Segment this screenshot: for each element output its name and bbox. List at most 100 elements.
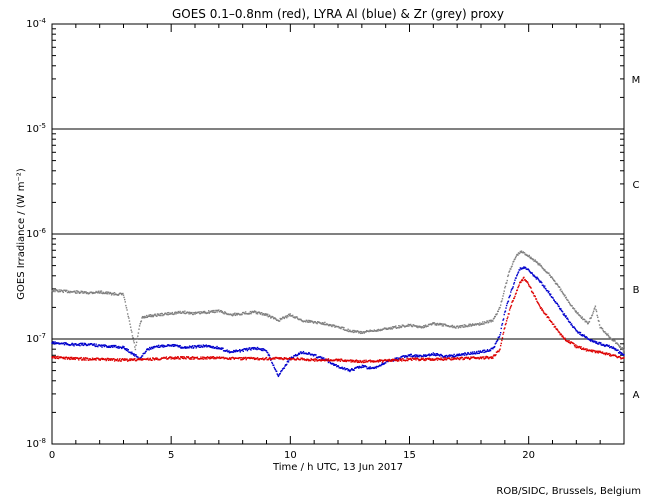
data-point: [384, 362, 387, 364]
data-point: [83, 290, 85, 293]
data-point: [356, 361, 359, 364]
data-point: [504, 310, 507, 312]
data-point: [175, 356, 178, 359]
data-point: [123, 359, 125, 362]
data-point: [402, 358, 404, 360]
data-point: [156, 357, 158, 359]
data-point: [188, 347, 190, 349]
data-point: [479, 322, 481, 324]
data-point: [495, 354, 497, 356]
data-point: [353, 331, 356, 333]
data-point: [379, 329, 382, 332]
data-point: [259, 312, 261, 315]
data-point: [323, 323, 325, 326]
data-point: [188, 313, 190, 315]
data-point: [215, 347, 218, 350]
data-point: [160, 314, 162, 317]
data-point: [183, 356, 185, 358]
data-point: [621, 353, 623, 355]
data-point: [256, 357, 259, 359]
data-point: [417, 326, 419, 329]
y-axis: 10-810-710-610-510-4: [26, 17, 624, 450]
data-point: [277, 374, 279, 376]
data-point: [591, 351, 594, 353]
data-point: [358, 365, 361, 368]
data-point: [271, 362, 274, 365]
data-point: [306, 319, 308, 322]
data-point: [234, 314, 237, 317]
data-point: [526, 281, 529, 283]
data-point: [448, 354, 451, 356]
data-point: [601, 328, 604, 330]
data-point: [415, 355, 418, 357]
data-point: [502, 295, 504, 297]
data-point: [265, 350, 268, 352]
data-point: [321, 322, 324, 324]
data-point: [328, 324, 330, 327]
data-point: [541, 266, 543, 268]
data-point: [297, 352, 300, 355]
data-point: [510, 268, 512, 270]
data-point: [185, 346, 187, 348]
data-point: [182, 310, 184, 313]
data-point: [83, 359, 85, 361]
data-point: [409, 355, 411, 357]
data-point: [608, 344, 610, 347]
data-point: [122, 345, 124, 348]
data-point: [423, 358, 426, 361]
data-point: [213, 309, 215, 312]
data-point: [503, 328, 505, 330]
data-point: [184, 310, 186, 312]
data-point: [184, 347, 187, 349]
data-point: [401, 360, 403, 362]
data-point: [233, 349, 235, 352]
data-point: [356, 360, 358, 362]
data-point: [156, 358, 159, 360]
data-point: [427, 358, 430, 360]
data-point: [232, 313, 234, 315]
data-point: [596, 314, 598, 317]
data-point: [542, 310, 544, 312]
data-point: [503, 290, 505, 292]
data-point: [450, 359, 452, 361]
data-point: [274, 368, 277, 371]
data-point: [580, 346, 582, 348]
data-point: [57, 355, 59, 358]
data-point: [473, 324, 476, 326]
data-point: [337, 325, 340, 328]
data-point: [206, 346, 208, 348]
data-point: [206, 356, 209, 358]
data-point: [620, 353, 622, 355]
data-point: [292, 314, 294, 317]
data-point: [361, 366, 363, 368]
data-point: [560, 334, 563, 336]
data-point: [441, 325, 443, 327]
data-point: [142, 317, 144, 319]
data-point: [492, 347, 494, 350]
data-point: [66, 358, 69, 360]
data-point: [551, 321, 553, 324]
data-point: [133, 342, 135, 344]
data-point: [123, 298, 126, 301]
data-point: [97, 292, 99, 294]
data-point: [137, 332, 140, 334]
data-point: [149, 315, 151, 318]
data-point: [222, 347, 224, 349]
data-point: [517, 271, 520, 273]
data-point: [211, 356, 213, 358]
data-point: [388, 358, 390, 361]
data-point: [123, 358, 126, 360]
data-point: [589, 349, 592, 352]
data-point: [457, 353, 460, 356]
data-point: [161, 312, 163, 315]
data-point: [480, 356, 482, 359]
data-point: [236, 312, 238, 315]
data-point: [238, 348, 241, 351]
data-point: [586, 321, 588, 323]
data-point: [141, 358, 144, 360]
data-point: [483, 321, 486, 323]
data-point: [460, 354, 463, 356]
data-point: [526, 254, 529, 257]
data-point: [109, 291, 112, 294]
